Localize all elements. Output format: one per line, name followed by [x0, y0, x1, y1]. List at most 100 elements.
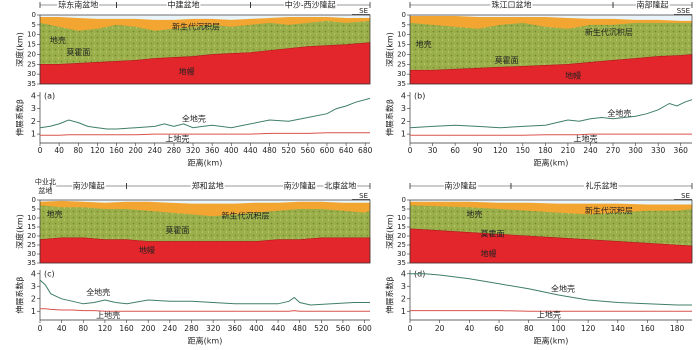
- y-axis-label: 伸展系数β: [15, 276, 25, 313]
- x-tick-label: 520: [282, 146, 297, 155]
- x-tick-label: 90: [473, 146, 483, 155]
- x-tick-label: 280: [167, 146, 182, 155]
- depth-tick-label: 25: [397, 241, 406, 249]
- x-tick-label: 440: [271, 324, 286, 333]
- x-tick-label: 480: [262, 146, 277, 155]
- y-tick-label: 3: [401, 282, 406, 291]
- series-label: 全地壳: [182, 113, 206, 123]
- x-tick-label: 600: [357, 324, 372, 333]
- series-label: 上地壳: [537, 310, 561, 320]
- depth-tick-label: 10: [397, 31, 406, 39]
- direction-label: SE: [359, 7, 368, 15]
- region-label: 南沙隆起: [444, 181, 476, 191]
- layer-label: 地幔: [565, 71, 581, 81]
- x-tick-label: 200: [141, 324, 156, 333]
- depth-tick-label: 35: [397, 259, 406, 267]
- series-line: [410, 310, 692, 312]
- x-tick-label: 640: [339, 146, 354, 155]
- x-tick-label: 480: [293, 324, 308, 333]
- depth-tick-label: 35: [397, 80, 406, 88]
- depth-tick-label: 0: [402, 196, 406, 204]
- x-tick-label: 240: [163, 324, 178, 333]
- x-axis-label: 距离(km): [534, 336, 569, 346]
- layer-label: 莫霍面: [165, 225, 189, 235]
- x-tick-label: 600: [320, 146, 335, 155]
- y-tick-label: 2: [31, 294, 36, 303]
- x-tick-label: 360: [205, 146, 220, 155]
- x-tick-label: 30: [428, 146, 438, 155]
- series-line: [410, 273, 692, 306]
- series-label: 上地壳: [96, 310, 120, 320]
- y-tick-label: 4: [31, 269, 36, 278]
- depth-tick-label: 10: [397, 214, 406, 222]
- depth-tick-label: 30: [397, 250, 406, 258]
- depth-tick-label: 20: [397, 50, 406, 58]
- region-label: 郑和盆地: [192, 181, 224, 191]
- x-tick-label: 330: [651, 146, 666, 155]
- y-tick-label: 4: [401, 91, 406, 100]
- x-tick-label: 560: [301, 146, 316, 155]
- region-label: 中建盆地: [167, 0, 199, 10]
- direction-label: SE: [359, 192, 368, 200]
- y-tick-label: 2: [401, 294, 406, 303]
- moho-area: [39, 237, 371, 264]
- x-tick-label: 180: [670, 324, 685, 333]
- x-tick-label: 240: [583, 146, 598, 155]
- x-tick-label: 160: [119, 324, 134, 333]
- layer-label: 地壳: [466, 209, 482, 219]
- moho-area: [39, 42, 371, 85]
- x-tick-label: 440: [243, 146, 258, 155]
- y-tick-label: 1: [401, 307, 406, 316]
- x-tick-label: 120: [90, 146, 105, 155]
- x-tick-label: 150: [516, 146, 531, 155]
- x-tick-label: 120: [98, 324, 113, 333]
- layer-label: 新生代沉积层: [172, 21, 220, 31]
- x-axis-label: 距离(km): [534, 158, 569, 168]
- x-tick-label: 40: [465, 324, 475, 333]
- layer-label: 新生代沉积层: [222, 211, 270, 221]
- layer-label: 莫霍面: [66, 47, 90, 57]
- x-tick-label: 60: [494, 324, 504, 333]
- depth-tick-label: 30: [27, 70, 36, 78]
- y-tick-label: 3: [31, 104, 36, 113]
- region-label: 中沙-西沙隆起: [285, 0, 336, 10]
- layer-label: 莫霍面: [495, 55, 519, 65]
- x-tick-label: 0: [38, 146, 43, 155]
- region-label: 中业北: [35, 177, 56, 186]
- depth-tick-label: 30: [397, 70, 406, 78]
- direction-label: SSE: [677, 7, 690, 15]
- depth-axis-label: 深度(km): [385, 214, 395, 249]
- y-axis-label: 伸展系数β: [385, 99, 395, 136]
- x-axis-label: 距离(km): [188, 158, 223, 168]
- depth-tick-label: 0: [402, 11, 406, 19]
- depth-tick-label: 35: [27, 259, 36, 267]
- x-tick-label: 40: [57, 324, 67, 333]
- y-tick-label: 1: [401, 130, 406, 139]
- region-label: 珠江口盆地: [492, 0, 532, 10]
- section-frame: [409, 14, 693, 85]
- section-frame: [39, 14, 371, 85]
- depth-tick-label: 0: [32, 196, 36, 204]
- section-frame: [39, 199, 371, 264]
- x-tick-label: 300: [628, 146, 643, 155]
- series-label: 全地壳: [607, 108, 631, 118]
- section-frame: [409, 199, 693, 264]
- depth-tick-label: 25: [397, 60, 406, 68]
- x-tick-label: 0: [38, 324, 43, 333]
- region-label: 琼东南盆地: [58, 0, 98, 10]
- layer-label: 新生代沉积层: [585, 27, 633, 37]
- x-tick-label: 200: [128, 146, 143, 155]
- region-label: 南部隆起: [637, 0, 669, 10]
- x-tick-label: 20: [435, 324, 445, 333]
- x-tick-label: 240: [148, 146, 163, 155]
- x-tick-label: 160: [640, 324, 655, 333]
- layer-label: 新生代沉积层: [585, 205, 633, 215]
- direction-label: SE: [681, 192, 690, 200]
- layer-label: 地壳: [50, 35, 66, 45]
- series-line: [40, 132, 370, 136]
- y-tick-label: 1: [31, 307, 36, 316]
- x-tick-label: 180: [538, 146, 553, 155]
- depth-tick-label: 5: [402, 21, 406, 29]
